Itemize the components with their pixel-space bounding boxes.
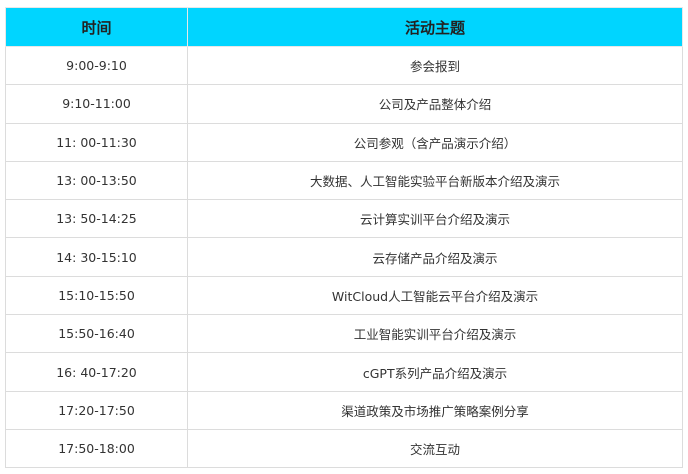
- time-cell: 9:10-11:00: [5, 84, 188, 124]
- time-cell: 15:10-15:50: [5, 275, 188, 316]
- table-row: 15:10-15:50 WitCloud人工智能云平台介绍及演示: [5, 275, 683, 316]
- table-row: 17:50-18:00 交流互动: [5, 428, 683, 469]
- topic-cell: 云存储产品介绍及演示: [187, 237, 683, 277]
- table-row: 13: 50-14:25 云计算实训平台介绍及演示: [5, 199, 683, 239]
- time-cell: 11: 00-11:30: [5, 122, 188, 162]
- topic-cell: WitCloud人工智能云平台介绍及演示: [187, 275, 683, 316]
- time-cell: 14: 30-15:10: [5, 237, 188, 277]
- time-cell: 17:20-17:50: [5, 390, 188, 430]
- time-cell: 13: 50-14:25: [5, 199, 188, 239]
- table-row: 9:10-11:00 公司及产品整体介绍: [5, 84, 683, 124]
- column-header-time: 时间: [5, 7, 188, 47]
- topic-cell: 大数据、人工智能实验平台新版本介绍及演示: [187, 160, 683, 201]
- time-cell: 9:00-9:10: [5, 45, 188, 86]
- time-cell: 16: 40-17:20: [5, 352, 188, 392]
- topic-cell: 交流互动: [187, 428, 683, 469]
- schedule-table: 时间 活动主题 9:00-9:10 参会报到 9:10-11:00 公司及产品整体介绍…: [5, 7, 683, 469]
- topic-cell: 云计算实训平台介绍及演示: [187, 199, 683, 239]
- table-row: 13: 00-13:50 大数据、人工智能实验平台新版本介绍及演示: [5, 160, 683, 201]
- time-cell: 13: 00-13:50: [5, 160, 188, 201]
- table-row: 15:50-16:40 工业智能实训平台介绍及演示: [5, 314, 683, 354]
- table-row: 17:20-17:50 渠道政策及市场推广策略案例分享: [5, 390, 683, 430]
- topic-cell: cGPT系列产品介绍及演示: [187, 352, 683, 392]
- table-row: 11: 00-11:30 公司参观（含产品演示介绍）: [5, 122, 683, 162]
- topic-cell: 工业智能实训平台介绍及演示: [187, 314, 683, 354]
- topic-cell: 参会报到: [187, 45, 683, 86]
- header-row: 时间 活动主题: [5, 7, 683, 47]
- column-header-topic: 活动主题: [187, 7, 683, 47]
- topic-cell: 公司及产品整体介绍: [187, 84, 683, 124]
- topic-cell: 公司参观（含产品演示介绍）: [187, 122, 683, 162]
- table-row: 14: 30-15:10 云存储产品介绍及演示: [5, 237, 683, 277]
- table-row: 16: 40-17:20 cGPT系列产品介绍及演示: [5, 352, 683, 392]
- time-cell: 15:50-16:40: [5, 314, 188, 354]
- time-cell: 17:50-18:00: [5, 428, 188, 469]
- table-row: 9:00-9:10 参会报到: [5, 45, 683, 86]
- topic-cell: 渠道政策及市场推广策略案例分享: [187, 390, 683, 430]
